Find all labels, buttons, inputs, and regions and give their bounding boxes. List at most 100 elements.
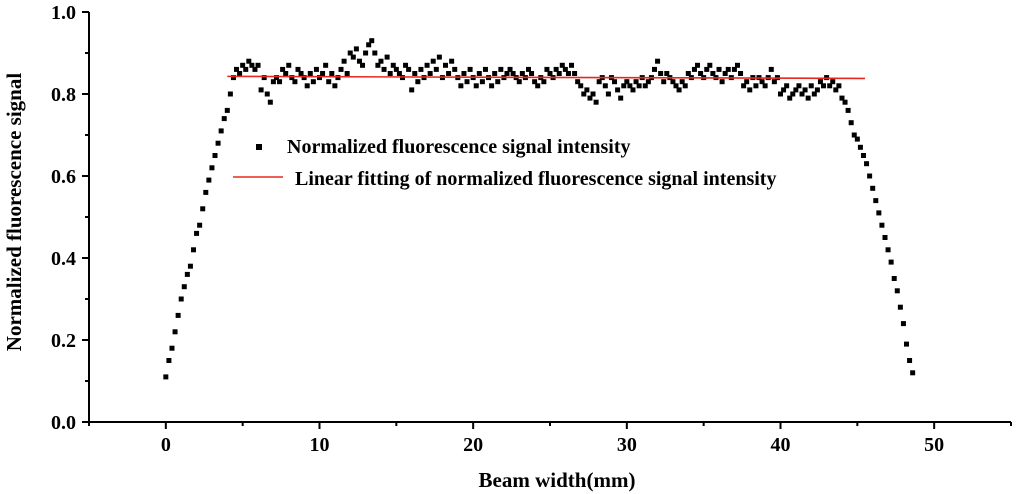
data-point	[876, 210, 882, 216]
data-point	[790, 91, 796, 97]
data-point	[433, 66, 439, 72]
data-point	[900, 321, 906, 327]
data-point	[602, 83, 608, 89]
data-point	[356, 58, 362, 64]
data-point	[642, 83, 648, 89]
data-point	[685, 71, 691, 76]
data-point	[615, 87, 621, 93]
legend: Normalized fluorescence signal intensity…	[233, 136, 776, 190]
data-point	[473, 83, 479, 89]
x-tick-label: 20	[463, 434, 483, 456]
data-point	[698, 71, 704, 76]
data-point	[719, 79, 725, 85]
data-point	[237, 71, 243, 76]
data-point	[326, 79, 332, 85]
data-point	[169, 345, 175, 351]
data-point	[427, 71, 433, 76]
x-tick-label: 0	[161, 434, 171, 456]
data-point	[495, 79, 501, 85]
data-point	[375, 62, 381, 68]
data-point	[341, 58, 347, 64]
y-tick-label: 0.0	[51, 412, 76, 434]
data-point	[194, 230, 200, 236]
data-point	[516, 79, 522, 85]
data-point	[464, 79, 470, 85]
data-point	[762, 83, 768, 89]
data-point	[197, 222, 203, 228]
data-point	[510, 71, 516, 76]
data-point	[172, 329, 178, 335]
data-point	[759, 79, 765, 85]
data-point	[166, 358, 172, 363]
data-point	[559, 62, 565, 68]
x-axis-title: Beam width(mm)	[479, 468, 636, 492]
fit-line	[227, 75, 866, 80]
data-point	[277, 79, 283, 85]
y-tick-label: 0.4	[51, 248, 76, 270]
data-point	[187, 263, 193, 269]
data-point	[676, 87, 682, 93]
data-point	[507, 66, 513, 72]
data-point	[544, 66, 550, 72]
data-point	[830, 79, 836, 85]
data-point	[888, 259, 894, 265]
data-point	[734, 62, 740, 68]
data-point	[430, 58, 436, 64]
data-point	[227, 91, 233, 97]
data-point	[670, 79, 676, 85]
data-point	[209, 165, 215, 171]
data-point	[286, 62, 292, 68]
data-point	[836, 83, 842, 89]
data-point	[489, 83, 495, 89]
data-point	[817, 79, 823, 85]
x-tick-label: 30	[617, 434, 637, 456]
data-point	[645, 79, 651, 85]
data-point	[218, 128, 224, 134]
data-point	[261, 75, 267, 81]
data-point	[258, 87, 264, 93]
data-point	[212, 153, 218, 158]
data-point	[221, 116, 227, 122]
y-tick-label: 0.6	[51, 166, 76, 188]
data-point	[215, 140, 221, 146]
y-axis-title: Normalized fluorescence signal	[2, 73, 26, 352]
data-point	[458, 83, 464, 89]
data-point	[796, 83, 802, 89]
data-point	[363, 50, 369, 56]
data-point	[661, 79, 667, 85]
data-point	[387, 71, 393, 76]
data-point	[310, 79, 316, 85]
data-point	[572, 71, 578, 76]
data-point	[280, 66, 286, 72]
data-point	[904, 341, 910, 347]
data-point	[805, 95, 811, 101]
data-point	[234, 66, 240, 72]
data-point	[695, 62, 701, 68]
data-point	[338, 66, 344, 72]
data-point	[360, 62, 366, 68]
legend-label-scatter: Normalized fluorescence signal intensity	[287, 136, 630, 158]
data-point	[255, 62, 261, 68]
data-point	[771, 79, 777, 85]
data-point	[839, 95, 845, 101]
data-point	[535, 83, 541, 89]
y-tick-label: 1.0	[51, 2, 76, 24]
data-point	[565, 71, 571, 76]
data-point	[479, 79, 485, 85]
data-point	[569, 62, 575, 68]
data-point	[482, 66, 488, 72]
data-point	[369, 38, 375, 44]
data-point	[467, 66, 473, 72]
data-point	[381, 66, 387, 72]
data-point	[347, 50, 353, 56]
data-point	[273, 75, 279, 81]
data-point	[873, 198, 879, 204]
data-point	[857, 144, 863, 150]
data-point	[396, 71, 402, 76]
data-point	[814, 87, 820, 93]
data-point	[390, 62, 396, 68]
data-point	[200, 206, 206, 212]
data-point	[879, 222, 885, 228]
data-point	[802, 87, 808, 93]
